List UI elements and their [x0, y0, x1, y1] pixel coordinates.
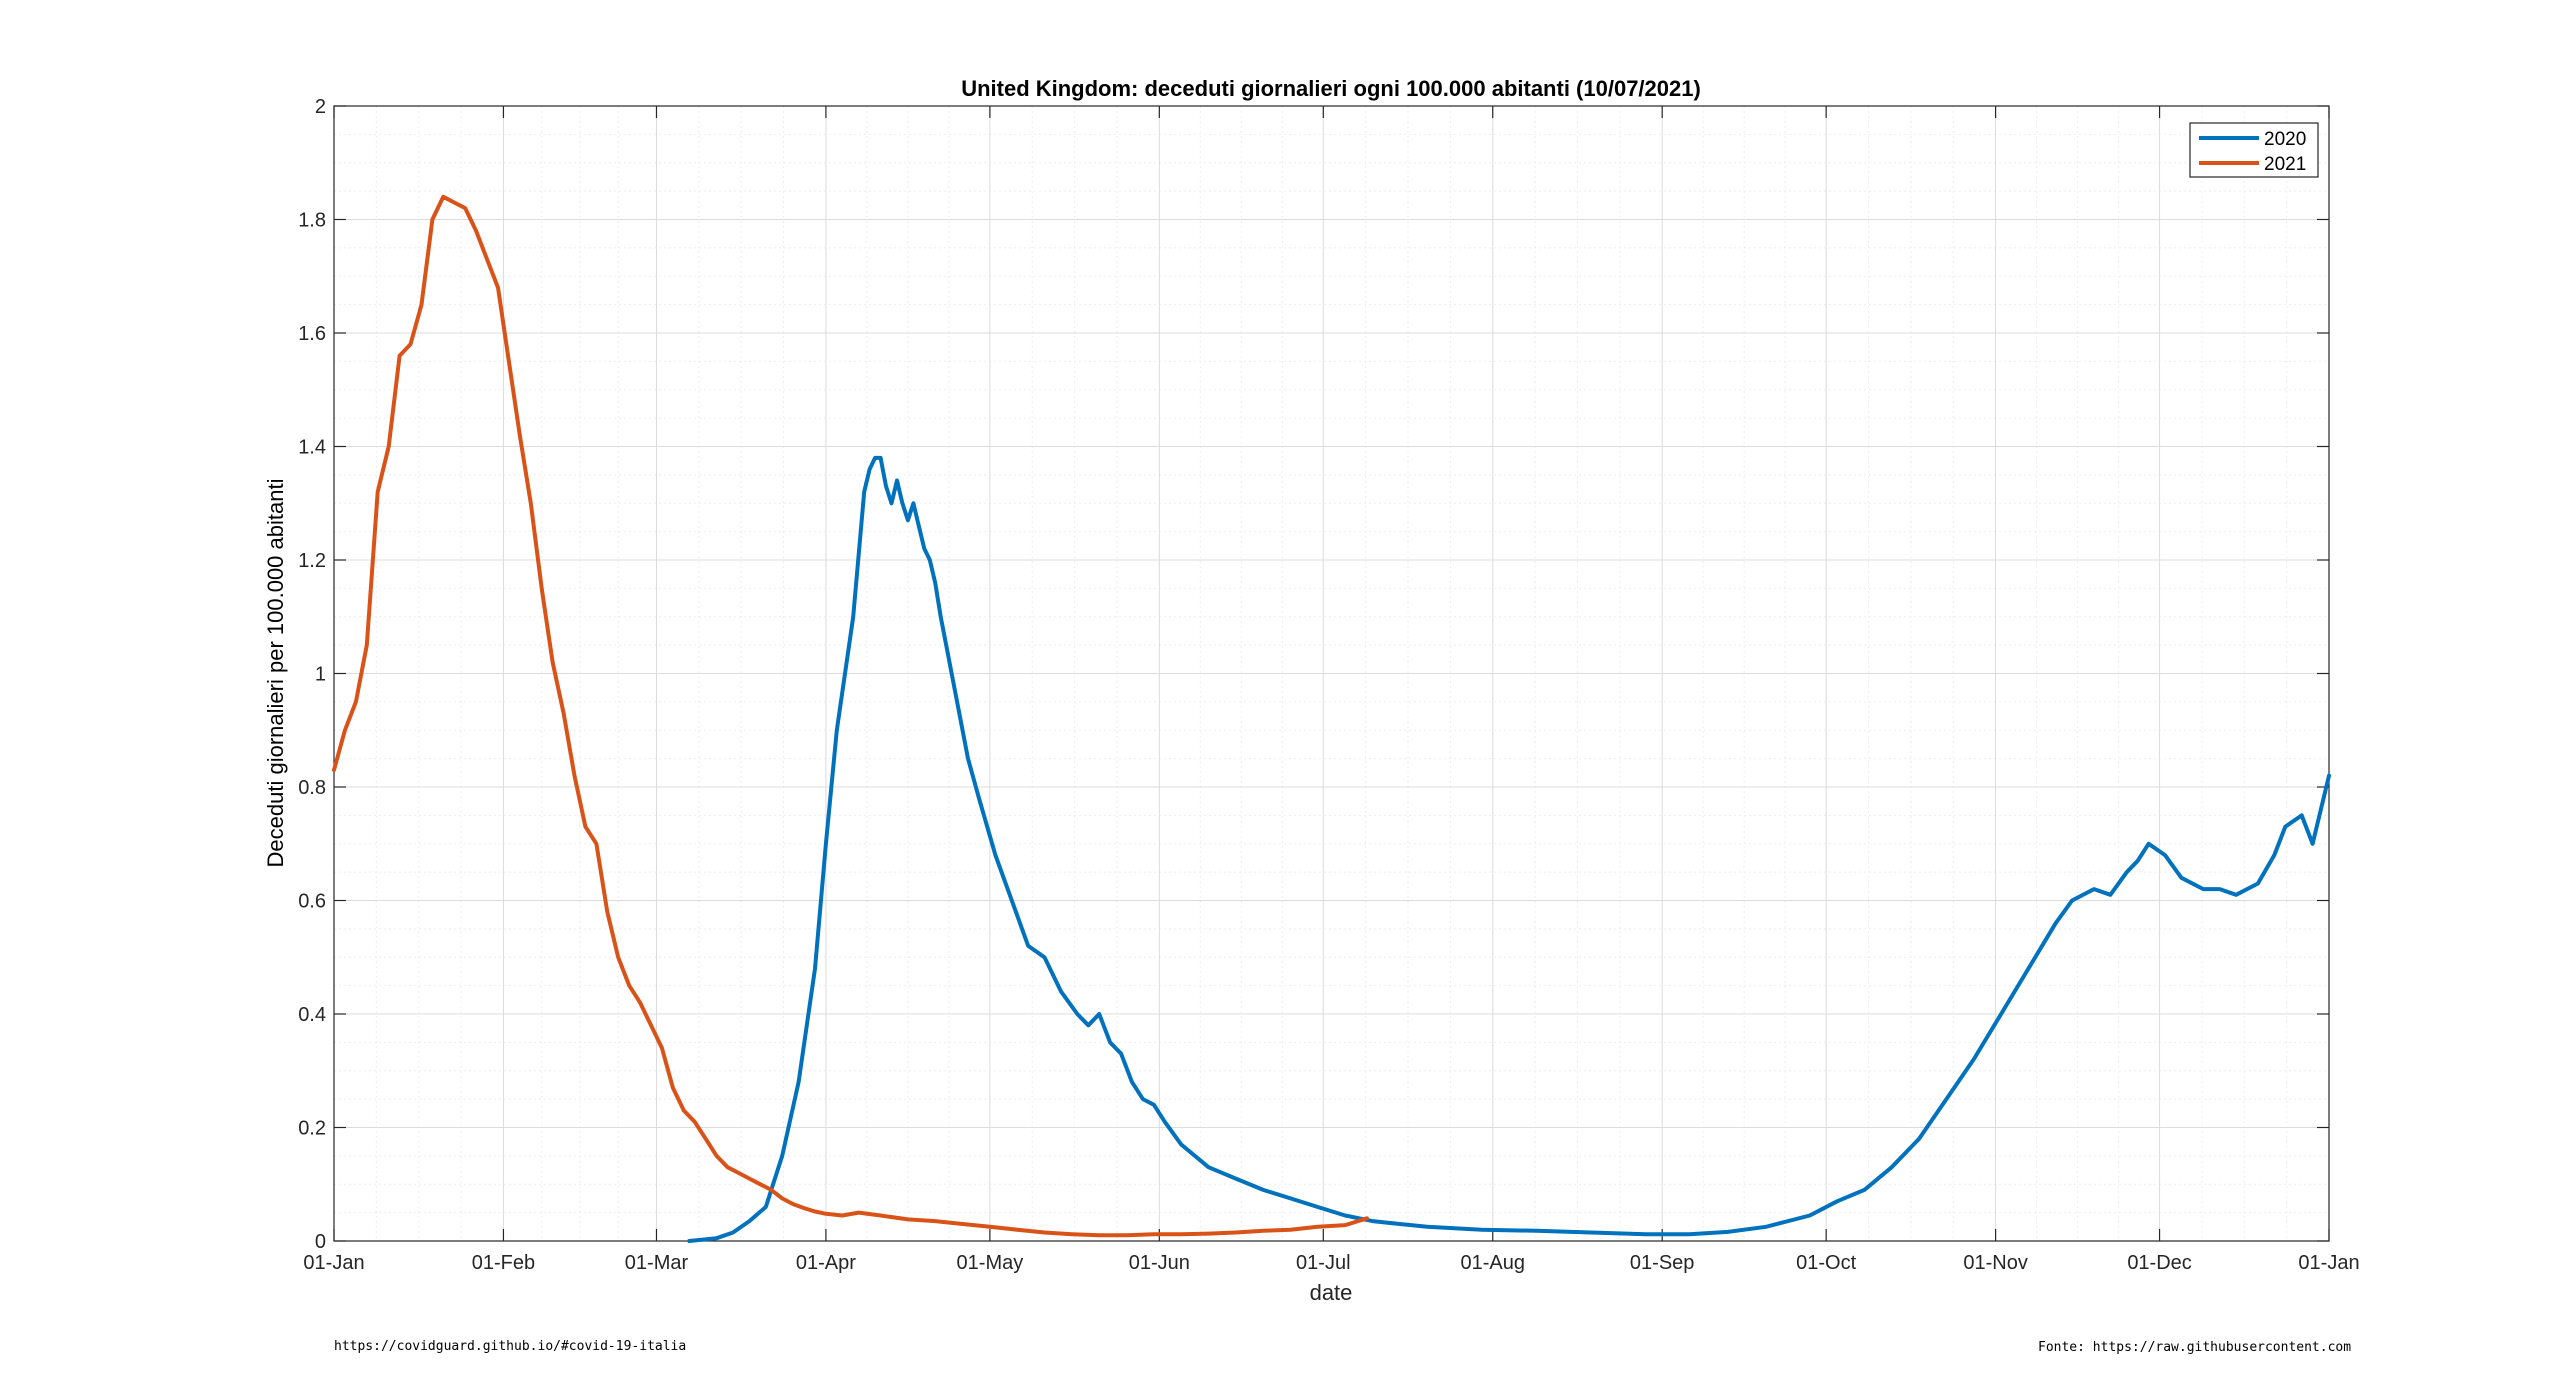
- x-axis-label: date: [1310, 1280, 1353, 1305]
- x-tick-label: 01-Feb: [472, 1252, 535, 1274]
- x-tick-label: 01-Nov: [1963, 1252, 2027, 1274]
- x-tick-label: 01-Apr: [796, 1252, 856, 1274]
- y-tick-label: 1.8: [298, 210, 326, 232]
- x-tick-label: 01-Dec: [2127, 1252, 2191, 1274]
- series-line-2021: [332, 194, 1369, 1238]
- x-tick-label: 01-May: [957, 1252, 1024, 1274]
- chart-title: United Kingdom: deceduti giornalieri ogn…: [961, 76, 1701, 101]
- legend-box: [2189, 122, 2319, 178]
- y-tick-label: 1: [315, 664, 326, 686]
- legend-label-2020: 2020: [2264, 129, 2306, 150]
- series-line-2020: [687, 455, 2331, 1243]
- x-tick-label: 01-Oct: [1796, 1252, 1856, 1274]
- x-tick-label: 01-Mar: [625, 1252, 689, 1274]
- y-tick-label: 1.6: [298, 323, 326, 345]
- y-tick-label: 1.2: [298, 550, 326, 572]
- y-tick-label: 0.6: [298, 891, 326, 913]
- legend: 2020 2021: [2189, 122, 2319, 178]
- y-tick-label: 0: [315, 1231, 326, 1253]
- y-axis-label: Deceduti giornalieri per 100.000 abitant…: [263, 479, 288, 868]
- legend-label-2021: 2021: [2264, 154, 2306, 175]
- x-tick-label: 01-Aug: [1460, 1252, 1525, 1274]
- y-tick-label: 1.4: [298, 437, 326, 459]
- x-tick-label: 01-Jul: [1296, 1252, 1350, 1274]
- y-tick-label: 0.2: [298, 1118, 326, 1140]
- axis-ticks: 0 0.2 0.4 0.6 0.8 1 1.2 1.4 1.6 1.8 2 01-Jan 01-Feb 0…: [298, 96, 2359, 1274]
- source-link-note: https://covidguard.github.io/#covid-19-i…: [334, 1339, 687, 1354]
- x-tick-label: 01-Jan: [2298, 1252, 2359, 1274]
- x-tick-label: 01-Jun: [1129, 1252, 1190, 1274]
- y-tick-label: 0.4: [298, 1004, 326, 1026]
- series-layer: [332, 194, 2331, 1243]
- minor-grid: [334, 105, 2329, 1242]
- x-tick-label: 01-Sep: [1630, 1252, 1695, 1274]
- x-tick-label: 01-Jan: [303, 1252, 364, 1274]
- y-tick-label: 0.8: [298, 777, 326, 799]
- data-source-note: Fonte: https://raw.githubusercontent.com: [2038, 1340, 2352, 1355]
- y-tick-label: 2: [315, 96, 326, 118]
